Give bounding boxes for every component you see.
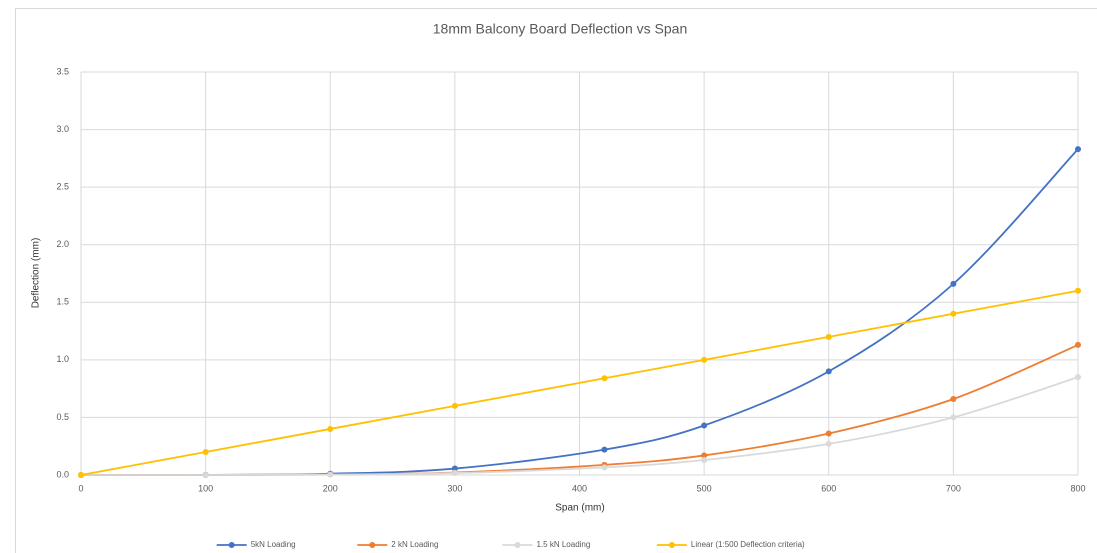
legend-label: 1.5 kN Loading xyxy=(537,540,591,549)
data-point xyxy=(327,471,334,478)
legend-label: 2 kN Loading xyxy=(391,540,438,549)
y-tick-label: 0.0 xyxy=(56,469,69,479)
data-point xyxy=(202,448,209,455)
legend-marker xyxy=(668,542,675,548)
data-point xyxy=(825,333,832,340)
data-point xyxy=(825,430,832,437)
x-tick-label: 200 xyxy=(323,483,338,493)
data-point xyxy=(701,452,708,459)
data-point xyxy=(1075,287,1081,294)
chart-title: 18mm Balcony Board Deflection vs Span xyxy=(433,21,687,37)
data-point xyxy=(451,402,458,409)
legend-marker xyxy=(514,542,521,548)
x-tick-label: 100 xyxy=(198,483,213,493)
data-point xyxy=(701,356,708,363)
chart-border xyxy=(15,8,1097,553)
data-point xyxy=(701,457,708,464)
data-point xyxy=(78,472,84,478)
legend-label: 5kN Loading xyxy=(251,540,296,549)
data-point xyxy=(950,310,957,317)
y-tick-label: 2.0 xyxy=(56,239,69,249)
y-tick-label: 0.5 xyxy=(56,412,69,422)
y-tick-label: 2.5 xyxy=(56,182,69,192)
data-point xyxy=(601,375,608,382)
y-tick-label: 1.0 xyxy=(56,354,69,364)
data-point xyxy=(701,422,708,429)
x-tick-label: 500 xyxy=(697,483,712,493)
legend-marker xyxy=(369,542,376,548)
data-point xyxy=(451,470,458,477)
data-point xyxy=(950,396,957,403)
data-point xyxy=(1075,341,1081,348)
x-tick-label: 0 xyxy=(78,483,83,493)
y-tick-label: 3.5 xyxy=(56,66,69,76)
y-tick-label: 1.5 xyxy=(56,297,69,307)
data-point xyxy=(601,446,608,453)
x-tick-label: 800 xyxy=(1070,483,1085,493)
data-point xyxy=(327,425,334,432)
data-point xyxy=(1075,146,1081,153)
data-point xyxy=(950,280,957,287)
y-tick-label: 3.0 xyxy=(56,124,69,134)
data-point xyxy=(202,471,209,478)
data-point xyxy=(601,464,608,471)
legend-marker xyxy=(228,542,235,548)
data-point xyxy=(825,368,832,375)
data-point xyxy=(950,414,957,421)
x-axis-title: Span (mm) xyxy=(555,503,604,514)
data-point xyxy=(1075,374,1081,381)
x-tick-label: 600 xyxy=(821,483,836,493)
data-point xyxy=(825,440,832,447)
x-tick-label: 700 xyxy=(946,483,961,493)
x-tick-label: 400 xyxy=(572,483,587,493)
y-axis-title: Deflection (mm) xyxy=(31,238,42,309)
x-tick-label: 300 xyxy=(447,483,462,493)
legend-label: Linear (1:500 Deflection criteria) xyxy=(691,540,805,549)
